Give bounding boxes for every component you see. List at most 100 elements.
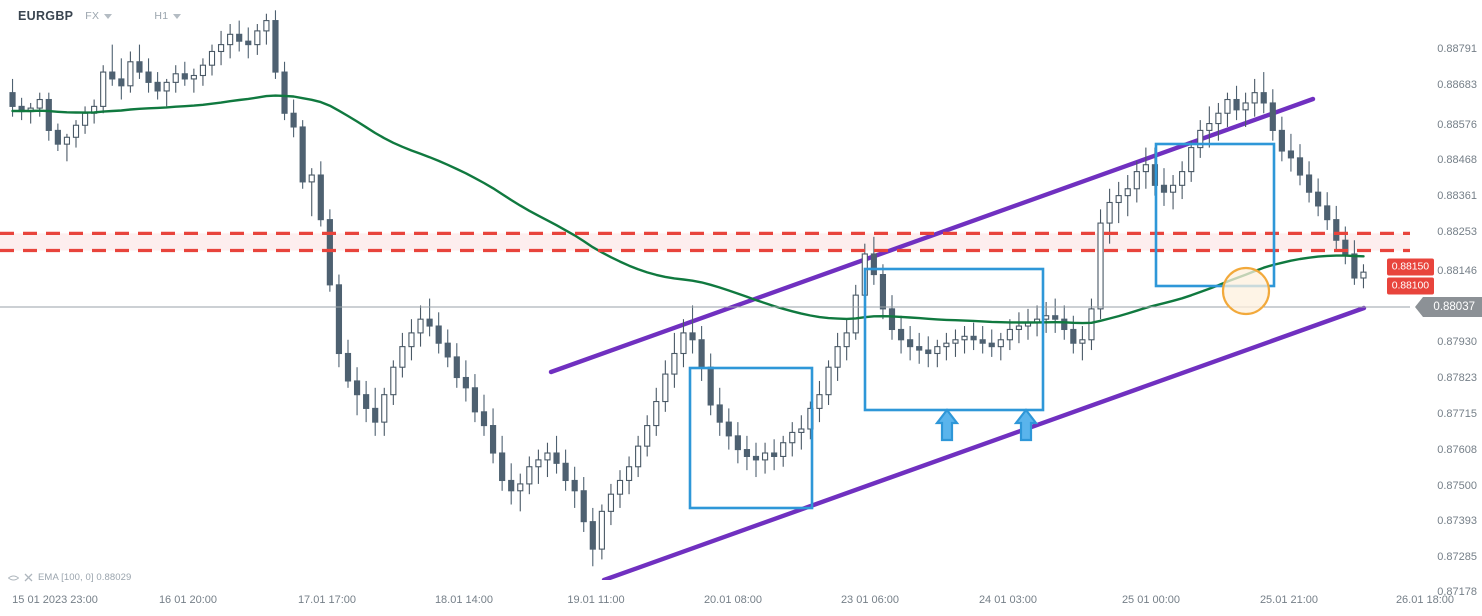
buy-arrow-2[interactable] [1013,408,1039,442]
symbol-label[interactable]: EURGBP [18,9,74,23]
candle-bullish [127,51,134,93]
time-axis[interactable]: 15 01 2023 23:00 16 01 20:00 17.01 17:00 18… [0,586,1454,616]
candle-body [217,44,225,53]
candle-bearish [988,329,995,357]
candle-bearish [1052,298,1059,333]
rect-consolidation-3[interactable] [1154,142,1276,288]
candle-bullish [217,30,225,66]
eye-icon[interactable] [8,572,19,583]
price-tick: 0.88361 [1437,190,1477,202]
candle-bullish [1033,305,1041,337]
candle-body [1360,271,1367,279]
market-selector[interactable]: FX [85,10,113,22]
candle-body [553,452,560,464]
candle-body [1097,222,1104,310]
candle-body [616,479,624,495]
price-lines-group[interactable] [0,231,1410,308]
price-axis[interactable]: 0.88791 0.88683 0.88576 0.88468 0.88361 0.882… [1386,0,1482,598]
candle-body [54,129,61,145]
candle-bearish [145,58,152,93]
candle-body [489,425,497,454]
candle-body [761,452,769,461]
candle-bullish [1360,264,1367,289]
candle-bullish [653,387,660,436]
highlight-circle[interactable] [1221,266,1271,316]
buy-arrow-annotations[interactable] [934,408,1039,442]
price-tick: 0.87393 [1437,515,1477,527]
candle-body [834,346,841,368]
candle-body [725,421,732,437]
candle-body [299,126,306,183]
time-tick: 16 01 20:00 [158,594,218,606]
candle-body [499,452,506,482]
candle-body [72,124,80,138]
highlight-circle-group[interactable] [1221,266,1271,316]
candle-body [544,452,551,461]
rect-consolidation-2[interactable] [863,267,1045,412]
ema-line-group [11,94,1365,325]
candle-body [417,318,424,334]
candle-body [254,30,261,46]
candle-bearish [435,312,442,354]
candle-bearish [870,236,877,285]
channel-lower[interactable] [601,305,1367,580]
candle-body [227,33,234,46]
candle-bullish [1224,92,1231,127]
candle-body [598,510,605,550]
candle-body [979,339,986,344]
candle-body [852,294,859,334]
candle-body [1260,92,1267,104]
candle-body [789,431,796,444]
candle-bearish [907,326,914,361]
price-alert-tag[interactable]: 0.88100 [1386,277,1434,295]
time-tick: 15 01 2023 23:00 [12,594,98,606]
candle-bullish [27,102,34,124]
candle-body [1215,112,1222,125]
candle-body [625,466,633,482]
candle-bearish [1324,192,1331,230]
candle-bearish [707,353,714,416]
candle-bearish [489,408,497,464]
indicator-legend[interactable]: EMA [100, 0] 0.88029 [8,572,131,583]
candle-body [671,352,678,375]
candle-body [644,425,651,447]
candle-bullish [163,78,170,107]
price-tick: 0.87715 [1437,408,1477,420]
buy-arrow-1[interactable] [934,408,960,442]
candle-body [1179,171,1186,186]
candle-bearish [734,422,741,464]
candle-bearish [1278,116,1285,162]
candle-body [363,394,370,409]
candle-body [1269,102,1276,131]
chart-plot-area[interactable] [0,0,1410,580]
candle-body [1088,308,1095,341]
timeframe-selector[interactable]: H1 [154,10,182,22]
time-tick: 26.01 18:00 [1395,594,1455,606]
candle-body [199,64,207,77]
candle-body [63,136,71,145]
time-tick: 25 01 00:00 [1121,594,1181,606]
candle-bullish [417,305,424,347]
candle-body [408,332,415,348]
price-tick: 0.87178 [1437,586,1477,598]
rect-consolidation-1[interactable] [688,366,814,510]
candle-bearish [290,99,297,138]
candle-bearish [236,20,243,52]
candle-bullish [825,360,832,405]
price-tick: 0.88576 [1437,119,1477,131]
alert-zone-group [0,233,1410,251]
close-icon[interactable] [23,572,34,583]
candle-body [1324,205,1331,221]
price-tick: 0.88253 [1437,226,1477,238]
candle-bullish [1242,92,1249,127]
candle-body [317,174,324,221]
candle-body [1106,201,1113,224]
candle-body [1006,328,1013,341]
rectangle-annotations[interactable] [688,142,1276,510]
price-alert-tag[interactable]: 0.88150 [1386,258,1434,276]
candle-bullish [254,24,261,55]
candle-bearish [426,298,433,337]
candle-bullish [671,332,678,388]
candle-body [308,174,315,183]
candle-body [1287,150,1295,159]
